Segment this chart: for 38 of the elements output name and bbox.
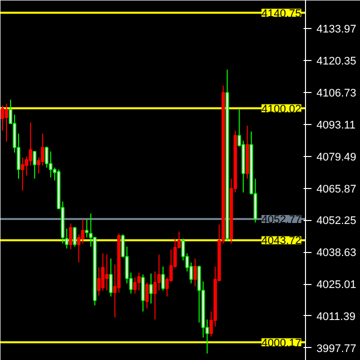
candlestick (48, 150, 52, 178)
ref-line-label: 4052.77 (262, 214, 302, 226)
y-tick-label: 4133.97 (316, 24, 356, 36)
y-tick-label: 3997.77 (316, 342, 356, 355)
candlestick (157, 254, 161, 291)
candlestick (40, 133, 44, 166)
y-tick-label: 4011.39 (316, 310, 356, 323)
ref-line-label: 4100.02 (262, 103, 302, 116)
ref-line-label: 4000.17 (262, 337, 302, 350)
candlestick (149, 273, 153, 304)
candlestick (133, 277, 137, 294)
y-tick-label: 4065.87 (316, 183, 356, 196)
candlestick (105, 254, 109, 291)
candlestick (137, 272, 141, 291)
ref-line-label: 4043.72 (262, 235, 302, 248)
y-tick-label: 4079.49 (316, 151, 356, 164)
y-tick-label: 4052.25 (316, 215, 356, 228)
candlestick (109, 258, 113, 298)
y-tick-label: 4120.35 (316, 56, 356, 68)
candlestick (28, 122, 32, 166)
y-tick-label: 4106.73 (316, 88, 356, 100)
candlestick (193, 258, 197, 287)
candlestick (0, 105, 4, 132)
candlestick (97, 266, 101, 296)
candlestick (73, 227, 76, 248)
candlestick (4, 103, 8, 142)
candlestick (145, 282, 149, 309)
candlestick (77, 234, 80, 264)
ref-line-label: 4140.75 (262, 8, 302, 20)
candlestick (69, 223, 72, 250)
candlestick (32, 150, 36, 180)
candlestick (161, 266, 165, 291)
candlestick (153, 270, 157, 320)
y-tick-label: 4025.01 (316, 279, 356, 292)
candlestick (20, 157, 24, 192)
y-tick-label: 4093.11 (316, 119, 356, 132)
y-tick-label: 4038.63 (316, 247, 356, 260)
candlestick (85, 218, 88, 238)
